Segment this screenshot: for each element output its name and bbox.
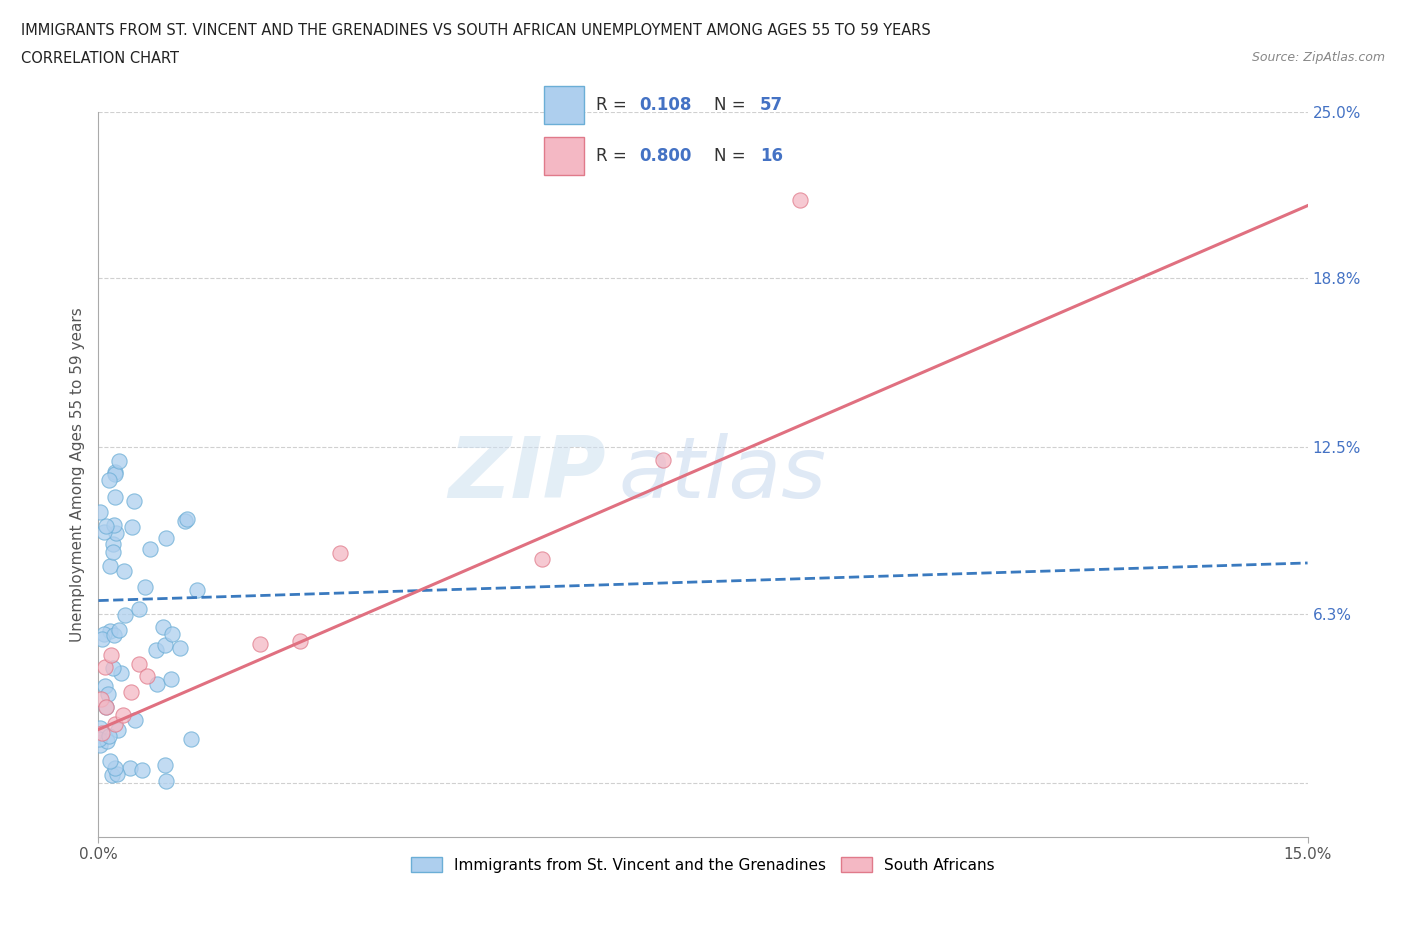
Point xyxy=(104,465,127,480)
Point xyxy=(118,761,141,776)
Point xyxy=(186,582,208,597)
Point xyxy=(101,545,124,560)
Point xyxy=(155,774,177,789)
FancyBboxPatch shape xyxy=(544,86,583,124)
Point xyxy=(155,638,177,653)
Text: R =: R = xyxy=(596,147,633,165)
Text: 16: 16 xyxy=(761,147,783,165)
Point xyxy=(162,627,184,642)
Text: N =: N = xyxy=(714,96,751,113)
Point xyxy=(124,712,146,727)
Point xyxy=(180,732,202,747)
Point xyxy=(91,725,114,740)
Point xyxy=(249,636,271,651)
Point xyxy=(90,631,112,646)
Point xyxy=(122,494,145,509)
Point xyxy=(101,537,124,551)
Text: R =: R = xyxy=(596,96,633,113)
Y-axis label: Unemployment Among Ages 55 to 59 years: Unemployment Among Ages 55 to 59 years xyxy=(69,307,84,642)
Point xyxy=(105,526,128,541)
Point xyxy=(103,518,125,533)
Point xyxy=(90,692,112,707)
Point xyxy=(98,753,121,768)
Point xyxy=(89,720,111,735)
Point xyxy=(145,642,167,657)
Text: 57: 57 xyxy=(761,96,783,113)
Point xyxy=(96,734,118,749)
Point xyxy=(789,193,811,207)
Point xyxy=(94,700,117,715)
Point xyxy=(107,723,129,737)
Point xyxy=(105,767,128,782)
FancyBboxPatch shape xyxy=(544,137,583,175)
Point xyxy=(89,732,111,747)
Text: CORRELATION CHART: CORRELATION CHART xyxy=(21,51,179,66)
Point xyxy=(89,505,111,520)
Point xyxy=(104,761,127,776)
Point xyxy=(651,453,673,468)
Point xyxy=(110,665,132,680)
Text: N =: N = xyxy=(714,147,751,165)
Text: IMMIGRANTS FROM ST. VINCENT AND THE GRENADINES VS SOUTH AFRICAN UNEMPLOYMENT AMO: IMMIGRANTS FROM ST. VINCENT AND THE GREN… xyxy=(21,23,931,38)
Point xyxy=(155,758,177,773)
Point xyxy=(107,454,129,469)
Text: 0.800: 0.800 xyxy=(640,147,692,165)
Point xyxy=(160,671,183,686)
Point xyxy=(96,700,118,715)
Point xyxy=(98,558,121,573)
Point xyxy=(131,763,153,777)
Point xyxy=(145,676,167,691)
Text: ZIP: ZIP xyxy=(449,432,606,516)
Point xyxy=(174,513,197,528)
Point xyxy=(139,541,162,556)
Point xyxy=(120,684,142,699)
Point xyxy=(98,473,121,488)
Point xyxy=(101,767,124,782)
Point xyxy=(329,545,352,560)
Point xyxy=(114,607,136,622)
Point xyxy=(100,648,122,663)
Point xyxy=(176,512,198,526)
Text: 0.108: 0.108 xyxy=(640,96,692,113)
Point xyxy=(97,728,120,743)
Point xyxy=(96,519,118,534)
Point xyxy=(111,707,134,722)
Point xyxy=(103,628,125,643)
Point xyxy=(103,716,125,731)
Point xyxy=(152,619,174,634)
Point xyxy=(104,490,127,505)
Point xyxy=(96,686,118,701)
Point xyxy=(94,659,117,674)
Point xyxy=(89,737,111,752)
Point xyxy=(98,623,121,638)
Point xyxy=(103,660,125,675)
Point xyxy=(108,622,131,637)
Point xyxy=(288,633,311,648)
Point xyxy=(112,564,135,578)
Point xyxy=(169,641,191,656)
Point xyxy=(530,551,553,566)
Text: Source: ZipAtlas.com: Source: ZipAtlas.com xyxy=(1251,51,1385,64)
Point xyxy=(134,580,156,595)
Legend: Immigrants from St. Vincent and the Grenadines, South Africans: Immigrants from St. Vincent and the Gren… xyxy=(404,849,1002,880)
Point xyxy=(93,525,115,539)
Point xyxy=(135,669,157,684)
Text: atlas: atlas xyxy=(619,432,827,516)
Point xyxy=(103,467,125,482)
Point xyxy=(121,519,143,534)
Point xyxy=(128,602,150,617)
Point xyxy=(155,531,177,546)
Point xyxy=(94,679,117,694)
Point xyxy=(128,657,150,671)
Point xyxy=(93,627,115,642)
